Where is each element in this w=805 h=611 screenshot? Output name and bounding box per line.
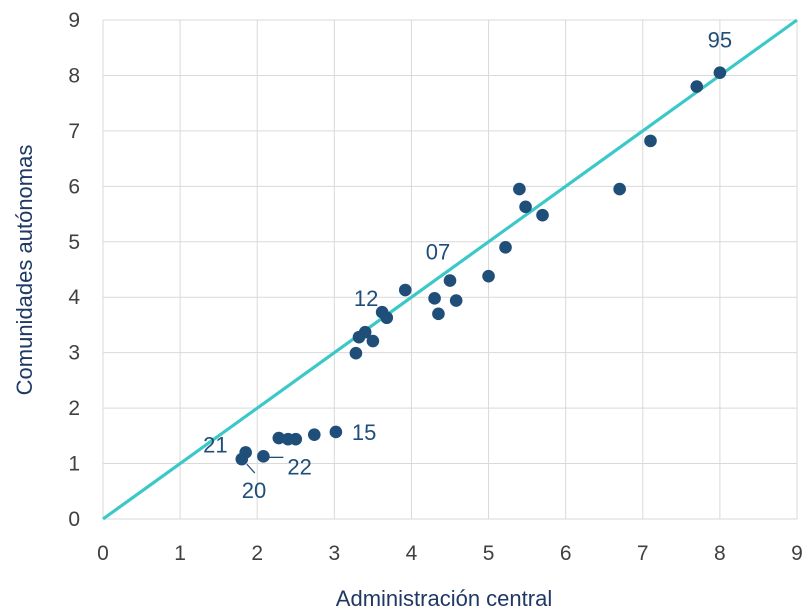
x-tick-labels: 0 1 2 3 4 5 6 7 8 9 (97, 542, 803, 565)
x-tick-label: 2 (251, 542, 263, 565)
data-point (366, 334, 380, 348)
x-tick-label: 9 (791, 542, 803, 565)
y-tick-label: 8 (68, 64, 80, 87)
data-point (398, 283, 412, 297)
y-tick-label: 2 (68, 397, 80, 420)
y-tick-labels: 0 1 2 3 4 5 6 7 8 9 (68, 9, 80, 531)
y-tick-label: 4 (68, 286, 80, 309)
annotation-20: 20 (242, 478, 266, 503)
data-point (432, 307, 445, 321)
data-point (482, 269, 495, 283)
reference-line-group (102, 18, 798, 521)
y-axis-title: Comunidades autónomas (12, 145, 37, 396)
x-tick-label: 8 (714, 542, 726, 565)
data-point (380, 311, 394, 325)
annotations: 95 07 12 15 21 22 20 (203, 28, 732, 503)
data-point (499, 241, 512, 254)
data-point (289, 432, 303, 446)
annotation-07: 07 (426, 240, 450, 265)
data-point (449, 294, 463, 307)
data-point (352, 330, 366, 344)
data-point (257, 450, 270, 463)
data-point (272, 431, 286, 445)
leader-line-20 (246, 463, 256, 474)
reference-line (102, 18, 798, 521)
data-point (443, 274, 457, 287)
data-point (329, 425, 343, 439)
data-point (349, 346, 363, 360)
data-point (519, 200, 532, 214)
x-tick-label: 3 (328, 542, 340, 565)
y-tick-label: 1 (68, 453, 80, 476)
data-point (690, 80, 704, 93)
x-tick-label: 6 (560, 542, 572, 565)
data-point (713, 66, 727, 79)
x-tick-label: 7 (637, 542, 649, 565)
x-tick-label: 4 (406, 542, 418, 565)
y-tick-label: 9 (68, 9, 80, 32)
data-point (513, 182, 526, 196)
annotation-15: 15 (352, 420, 376, 445)
y-tick-label: 7 (68, 120, 80, 143)
y-tick-label: 5 (68, 231, 80, 254)
y-tick-label: 3 (68, 342, 80, 365)
annotation-21: 21 (203, 432, 227, 457)
data-point (235, 452, 249, 466)
x-axis-title: Administración central (336, 586, 552, 611)
data-point (428, 292, 441, 305)
annotation-95: 95 (708, 28, 732, 53)
grid (102, 19, 798, 520)
x-tick-label: 1 (174, 542, 186, 565)
x-tick-label: 5 (483, 542, 495, 565)
x-tick-label: 0 (97, 542, 109, 565)
data-point (307, 428, 321, 442)
annotation-12: 12 (354, 286, 378, 311)
data-points (235, 66, 727, 466)
data-point (613, 182, 626, 196)
annotation-22: 22 (287, 454, 311, 479)
y-tick-label: 6 (68, 175, 80, 198)
y-tick-label: 0 (68, 508, 80, 531)
data-point (536, 208, 549, 222)
data-point (644, 134, 657, 148)
